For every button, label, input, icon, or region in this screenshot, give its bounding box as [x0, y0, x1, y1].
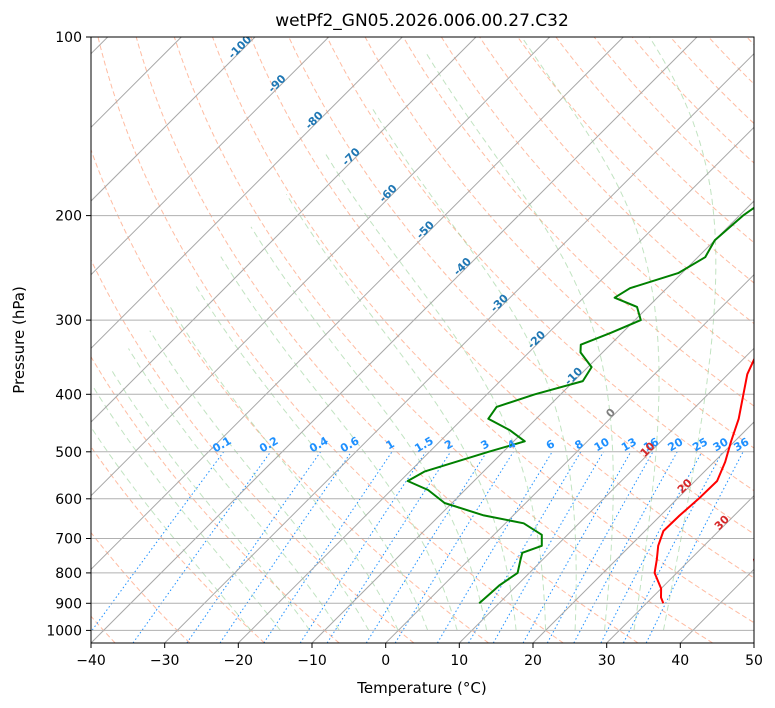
x-tick-label: −40 [76, 653, 106, 669]
dry-adiabat-line [593, 37, 754, 204]
dry-adiabat-line [440, 37, 754, 366]
mixing-ratio-lines [91, 451, 744, 643]
isotherm-line [311, 200, 754, 643]
isotherm-line [91, 37, 256, 202]
y-tick-label: 600 [55, 492, 82, 508]
dry-adiabat-line [402, 37, 754, 407]
y-tick-label: 300 [55, 313, 82, 329]
x-tick-label: 50 [745, 653, 763, 669]
dry-adiabat-line [479, 37, 754, 325]
mixing-ratio-line [600, 451, 703, 643]
isotherm-line [532, 421, 754, 643]
y-tick-label: 900 [55, 596, 82, 612]
dry-adiabat-line [91, 531, 191, 643]
dry-adiabat-line [212, 37, 754, 624]
isotherm-line [91, 37, 624, 571]
mixing-ratio-line [186, 451, 322, 643]
isotherm-line [91, 37, 698, 643]
mixing-ratio-line [468, 451, 582, 643]
mixing-ratio-line [436, 451, 553, 643]
dewpoint-line [406, 206, 754, 605]
dry-adiabat-line [91, 355, 340, 643]
x-tick-label: −30 [150, 653, 180, 669]
moist-adiabat-line [649, 37, 717, 631]
moist-adiabat-line [371, 107, 577, 631]
y-tick-label: 1000 [46, 623, 82, 639]
mixing-ratio-line [299, 451, 427, 643]
isotherm-line [91, 37, 330, 276]
isotherm-label: 40 [749, 549, 769, 569]
dry-adiabat-line [97, 37, 564, 643]
x-tick-label: 30 [598, 653, 616, 669]
x-tick-label: 10 [450, 653, 468, 669]
isotherm-grid [91, 37, 754, 643]
moist-adiabat-line [91, 426, 252, 631]
chart-title: wetPf2_GN05.2026.006.00.27.C32 [275, 11, 569, 31]
isotherm-line [164, 52, 754, 643]
mixing-ratio-line [263, 451, 393, 643]
x-tick-label: 0 [381, 653, 390, 669]
moist-adiabat-line [92, 386, 281, 631]
isotherm-line [385, 273, 754, 643]
dry-adiabat-line [91, 148, 489, 643]
x-tick-label: 20 [524, 653, 542, 669]
dry-adiabat-line [288, 37, 754, 535]
moist-adiabat-line [424, 51, 614, 631]
y-tick-label: 700 [55, 532, 82, 548]
plot-frame [90, 36, 755, 644]
dry-adiabat-line [173, 37, 713, 643]
dry-adiabat-line [135, 37, 639, 643]
isotherm-line [606, 494, 754, 643]
moist-adiabat-line [220, 256, 458, 631]
dry-adiabat-line [326, 37, 754, 492]
isobar-grid [91, 37, 754, 631]
mixing-ratio-line [132, 451, 272, 643]
isotherm-line [458, 347, 754, 643]
dry-adiabat-line [91, 258, 415, 643]
y-axis-title: Pressure (hPa) [10, 286, 28, 394]
y-tick-label: 100 [55, 30, 82, 46]
x-tick-label: 40 [671, 653, 689, 669]
mixing-ratio-line [492, 451, 604, 643]
x-tick-label: −10 [297, 653, 327, 669]
mixing-ratio-line [91, 451, 225, 633]
moist-adiabat-line [149, 330, 370, 631]
mixing-ratio-line [573, 451, 678, 643]
y-tick-label: 400 [55, 387, 82, 403]
isotherm-line [237, 126, 754, 643]
mixing-ratio-line [546, 451, 654, 643]
moist-adiabat-line [169, 306, 399, 631]
isotherm-line [91, 37, 477, 423]
isotherm-line [91, 37, 551, 497]
temperature-line [653, 357, 754, 604]
mixing-ratio-line [326, 451, 452, 643]
y-tick-label: 800 [55, 566, 82, 582]
moist-adiabat-line [110, 369, 311, 631]
isotherm-line [91, 37, 403, 350]
mixing-ratio-line [645, 451, 744, 643]
axes: −40 −30 −20 −10 0 10 20 30 40 50 100 200 300 400 500 60… [46, 30, 763, 669]
x-tick-label: −20 [224, 653, 254, 669]
y-tick-label: 200 [55, 209, 82, 225]
mixing-ratio-line [219, 451, 352, 643]
sounding-series [406, 206, 754, 605]
dry-adiabat-line [250, 37, 754, 579]
moist-adiabat-line [324, 152, 547, 631]
y-tick-label: 500 [55, 445, 82, 461]
moist-adiabat-line [285, 194, 517, 631]
x-axis-title: Temperature (°C) [356, 679, 486, 697]
moist-adiabat-line [250, 226, 488, 631]
